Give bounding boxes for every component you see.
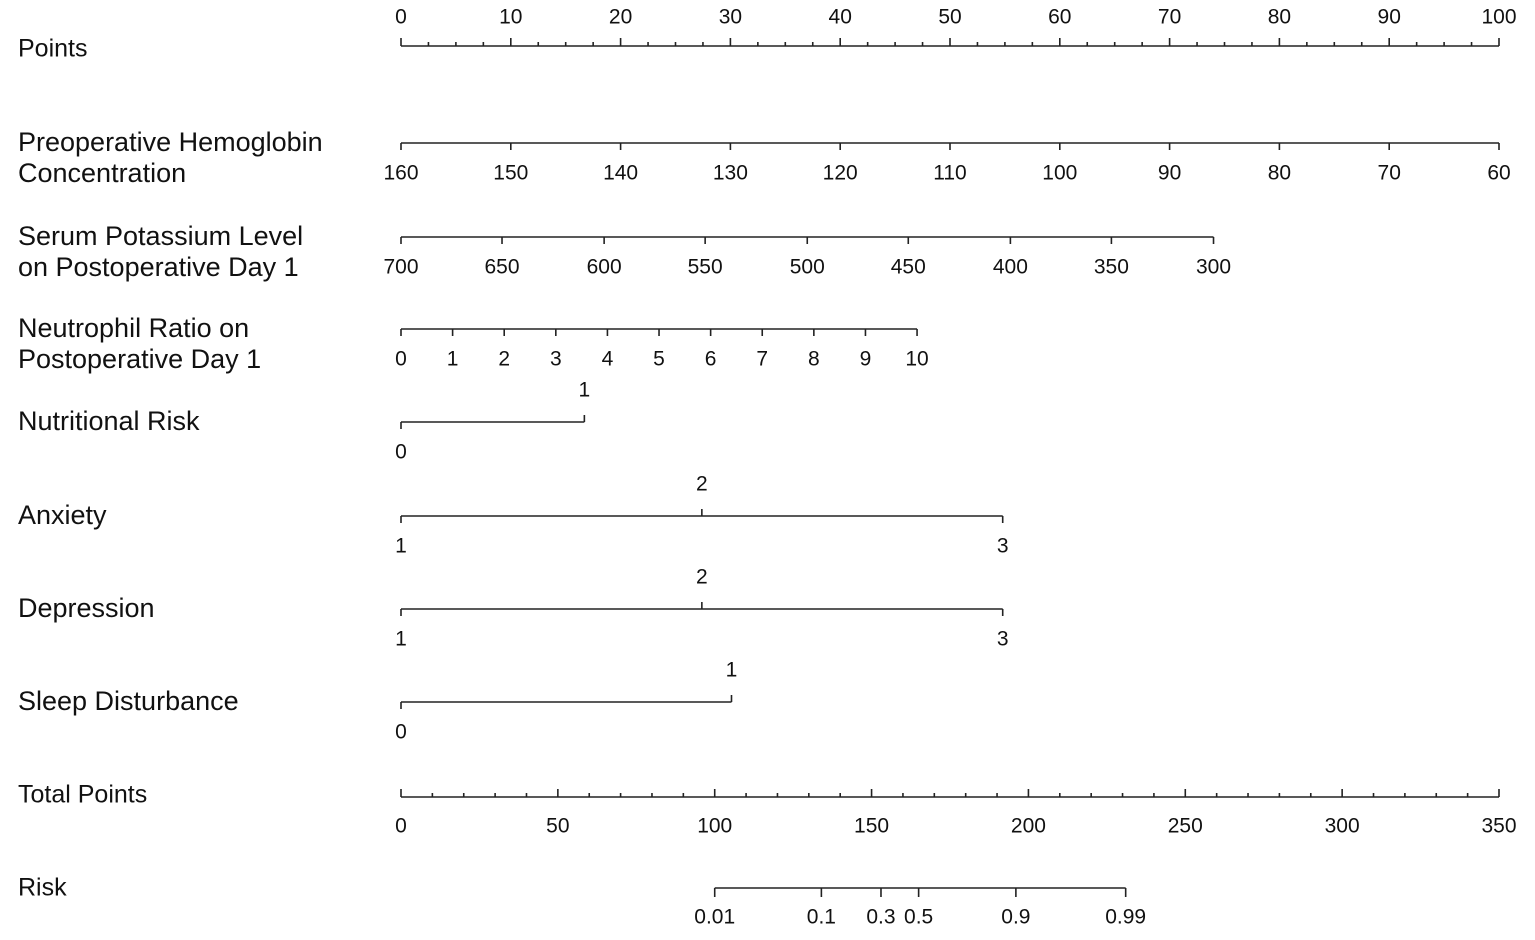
tick-label: 4 [602, 348, 614, 371]
tick-label: 150 [493, 162, 528, 185]
tick-label: 700 [383, 256, 418, 279]
tick-label: 80 [1268, 162, 1291, 185]
predictor-label: Sleep Disturbance [18, 686, 239, 716]
tick-label: 2 [498, 348, 510, 371]
predictor-label: Postoperative Day 1 [18, 344, 261, 374]
tick-label: 0.1 [807, 906, 836, 929]
tick-label: 2 [696, 566, 708, 589]
tick-label: 350 [1094, 256, 1129, 279]
tick-label: 7 [756, 348, 768, 371]
tick-label: 1 [447, 348, 459, 371]
tick-label: 0.3 [866, 906, 895, 929]
tick-label: 0.9 [1001, 906, 1030, 929]
tick-label: 600 [587, 256, 622, 279]
axis-label: Points [18, 35, 87, 63]
tick-label: 0.99 [1105, 906, 1146, 929]
tick-label: 60 [1487, 162, 1510, 185]
tick-label: 5 [653, 348, 665, 371]
tick-label: 3 [997, 535, 1009, 558]
tick-label: 140 [603, 162, 638, 185]
tick-label: 1 [726, 659, 738, 682]
predictor-label: on Postoperative Day 1 [18, 252, 299, 282]
tick-label: 450 [891, 256, 926, 279]
tick-label: 150 [854, 815, 889, 838]
axis-label: Risk [18, 874, 67, 902]
tick-label: 10 [499, 6, 522, 29]
tick-label: 90 [1378, 6, 1401, 29]
tick-label: 0 [395, 721, 407, 744]
tick-label: 1 [579, 379, 591, 402]
tick-label: 0 [395, 815, 407, 838]
predictor-label: Nutritional Risk [18, 406, 200, 436]
tick-label: 500 [790, 256, 825, 279]
predictor-label: Depression [18, 593, 155, 623]
tick-label: 20 [609, 6, 632, 29]
tick-label: 3 [550, 348, 562, 371]
predictor-label: Neutrophil Ratio on [18, 313, 249, 343]
tick-label: 0.5 [904, 906, 933, 929]
tick-label: 70 [1378, 162, 1401, 185]
tick-label: 130 [713, 162, 748, 185]
tick-label: 6 [705, 348, 717, 371]
tick-label: 10 [905, 348, 928, 371]
tick-label: 0 [395, 441, 407, 464]
tick-label: 40 [829, 6, 852, 29]
tick-label: 100 [1042, 162, 1077, 185]
tick-label: 650 [484, 256, 519, 279]
tick-label: 110 [933, 162, 966, 185]
tick-label: 100 [1481, 6, 1516, 29]
tick-label: 120 [823, 162, 858, 185]
tick-label: 0 [395, 6, 407, 29]
predictor-label: Serum Potassium Level [18, 221, 303, 251]
axis-label: Total Points [18, 781, 147, 809]
tick-label: 50 [546, 815, 569, 838]
tick-label: 90 [1158, 162, 1181, 185]
tick-label: 100 [697, 815, 732, 838]
tick-label: 550 [688, 256, 723, 279]
predictor-label: Anxiety [18, 500, 107, 530]
tick-label: 350 [1481, 815, 1516, 838]
tick-label: 3 [997, 628, 1009, 651]
tick-label: 1 [395, 535, 407, 558]
tick-label: 50 [938, 6, 961, 29]
tick-label: 1 [395, 628, 407, 651]
tick-label: 8 [808, 348, 820, 371]
predictor-label: Concentration [18, 158, 186, 188]
tick-label: 160 [383, 162, 418, 185]
tick-label: 60 [1048, 6, 1071, 29]
tick-label: 9 [860, 348, 872, 371]
predictor-label: Preoperative Hemoglobin [18, 127, 323, 157]
tick-label: 400 [993, 256, 1028, 279]
tick-label: 200 [1011, 815, 1046, 838]
tick-label: 2 [696, 473, 708, 496]
tick-label: 250 [1168, 815, 1203, 838]
tick-label: 70 [1158, 6, 1181, 29]
tick-label: 0 [395, 348, 407, 371]
tick-label: 300 [1325, 815, 1360, 838]
tick-label: 300 [1196, 256, 1231, 279]
tick-label: 80 [1268, 6, 1291, 29]
tick-label: 0.01 [694, 906, 735, 929]
tick-label: 30 [719, 6, 742, 29]
